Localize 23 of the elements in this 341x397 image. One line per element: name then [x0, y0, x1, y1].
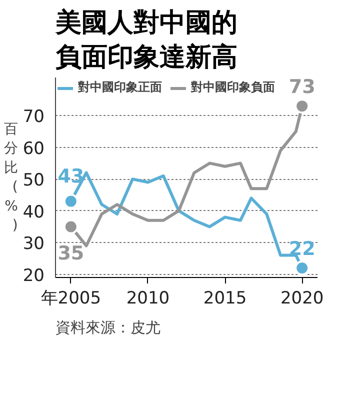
x-tick-label: 2020 — [280, 288, 324, 308]
data-label: 73 — [288, 76, 316, 98]
point — [294, 260, 310, 276]
x-tick-label: 2015 — [203, 288, 247, 308]
y-axis-title: 百分比(%) — [4, 122, 18, 234]
point — [294, 98, 310, 114]
y-tick-label: 30 — [22, 234, 45, 254]
y-tick-label: 40 — [22, 202, 45, 222]
data-label: 43 — [58, 165, 84, 188]
data-label: 35 — [58, 242, 84, 265]
point — [63, 194, 78, 209]
legend-label: 對中國印象負面 — [191, 79, 275, 96]
point — [63, 219, 78, 234]
x-tick-label: 2010 — [126, 288, 170, 308]
legend-label: 對中國印象正面 — [78, 79, 162, 96]
y-tick-label: 20 — [22, 266, 45, 286]
source-note: 資料來源：皮尤 — [56, 318, 160, 336]
y-tick-label: 60 — [22, 138, 45, 159]
data-label: 22 — [288, 238, 316, 260]
chart-title: 美國人對中國的負面印象達新高 — [54, 8, 238, 72]
y-tick-label: 50 — [22, 170, 45, 191]
x-tick-label: 年2005 — [40, 288, 102, 308]
y-tick-label: 70 — [22, 107, 45, 128]
